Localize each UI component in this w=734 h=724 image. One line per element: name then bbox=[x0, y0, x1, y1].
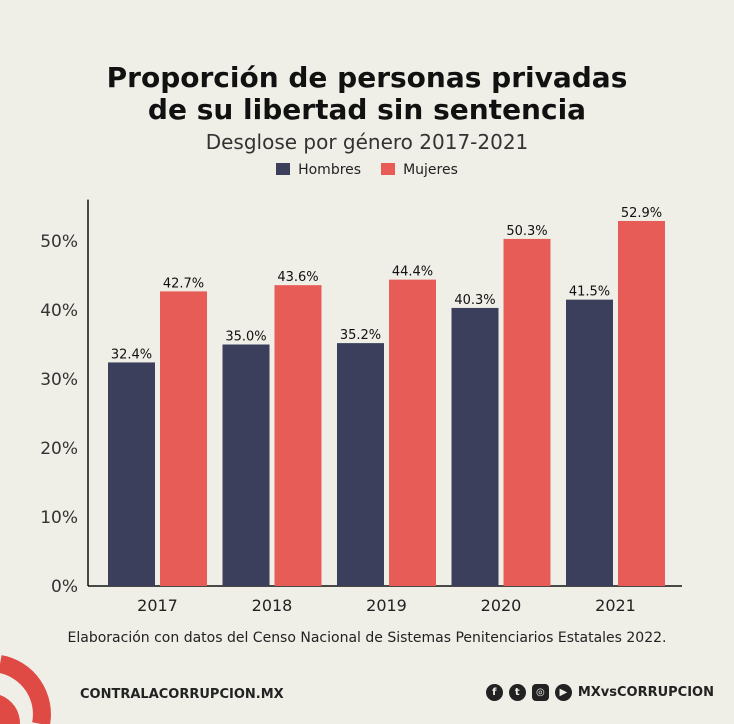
bar-hombres-2017 bbox=[108, 362, 155, 586]
x-tick-label: 2020 bbox=[481, 596, 522, 615]
x-tick-label: 2018 bbox=[252, 596, 293, 615]
title-line-1: Proporción de personas privadas bbox=[106, 61, 628, 94]
legend-mujeres: Mujeres bbox=[381, 162, 458, 178]
twitter-icon[interactable]: t bbox=[508, 684, 526, 701]
legend-hombres: Hombres bbox=[276, 162, 361, 178]
bar-mujeres-2020 bbox=[503, 238, 551, 586]
bar-hombres-2021 bbox=[566, 299, 613, 586]
data-label: 52.9% bbox=[621, 206, 662, 221]
legend-swatch bbox=[276, 163, 291, 175]
data-label: 35.2% bbox=[340, 328, 381, 343]
logo-dot bbox=[0, 695, 21, 724]
social-links: f t ◎ ▶ MXvsCORRUPCION bbox=[485, 684, 714, 701]
bar-hombres-2020 bbox=[451, 307, 499, 586]
data-label: 40.3% bbox=[454, 293, 495, 308]
data-label: 42.7% bbox=[163, 276, 204, 291]
legend-label: Hombres bbox=[298, 162, 362, 178]
title-line-2: de su libertad sin sentencia bbox=[147, 93, 587, 126]
chart-title: Proporción de personas privadas de su li… bbox=[0, 62, 734, 126]
data-label: 43.6% bbox=[277, 270, 318, 285]
youtube-icon[interactable]: ▶ bbox=[554, 684, 572, 701]
y-tick-label: 0% bbox=[51, 577, 78, 597]
social-handle[interactable]: MXvsCORRUPCION bbox=[577, 685, 714, 700]
legend-label: Mujeres bbox=[403, 162, 458, 178]
x-tick-label: 2017 bbox=[137, 596, 178, 615]
y-tick-label: 20% bbox=[40, 439, 78, 459]
x-tick-label: 2019 bbox=[366, 596, 407, 615]
legend-swatch bbox=[381, 163, 396, 175]
chart-subtitle: Desglose por género 2017-2021 bbox=[205, 130, 529, 154]
bar-mujeres-2018 bbox=[274, 285, 322, 586]
data-label: 41.5% bbox=[569, 285, 610, 300]
site-url[interactable]: CONTRALACORRUPCION.MX bbox=[80, 687, 284, 702]
bar-mujeres-2017 bbox=[160, 291, 207, 586]
logo-arc bbox=[0, 655, 51, 724]
y-tick-label: 40% bbox=[40, 301, 78, 321]
y-tick-label: 30% bbox=[40, 370, 78, 390]
bar-mujeres-2019 bbox=[389, 279, 436, 586]
y-tick-label: 50% bbox=[40, 232, 78, 252]
bar-hombres-2019 bbox=[337, 343, 384, 586]
bar-hombres-2018 bbox=[222, 344, 270, 586]
facebook-icon[interactable]: f bbox=[485, 684, 503, 701]
data-label: 32.4% bbox=[111, 347, 152, 362]
legend: Hombres Mujeres bbox=[0, 162, 734, 178]
x-tick-label: 2021 bbox=[595, 596, 636, 615]
data-label: 50.3% bbox=[506, 224, 547, 239]
data-label: 44.4% bbox=[392, 265, 433, 280]
instagram-icon[interactable]: ◎ bbox=[531, 684, 549, 701]
bar-mujeres-2021 bbox=[618, 220, 665, 587]
source-note: Elaboración con datos del Censo Nacional… bbox=[67, 630, 667, 646]
y-tick-label: 10% bbox=[40, 508, 78, 528]
data-label: 35.0% bbox=[225, 330, 266, 345]
